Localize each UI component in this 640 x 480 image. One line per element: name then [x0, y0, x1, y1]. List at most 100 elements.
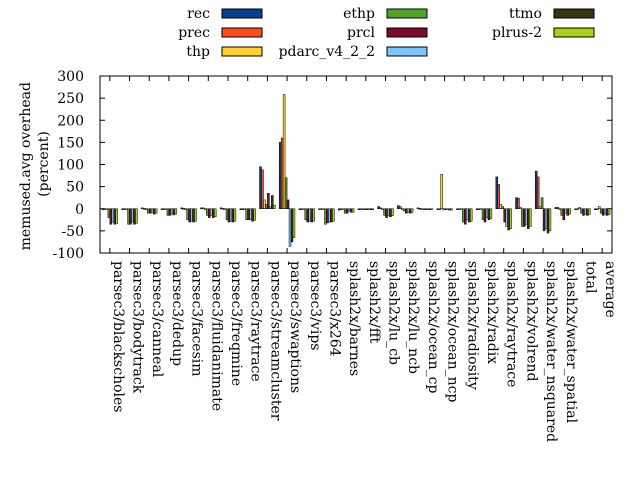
- bar: [460, 208, 463, 210]
- x-tick-label: parsec3/freqmine: [228, 261, 244, 386]
- bar: [243, 208, 246, 210]
- bar: [495, 176, 499, 209]
- legend-swatch: [221, 46, 263, 57]
- x-tick-label: splash2x/water_nsquared: [543, 261, 559, 442]
- bar: [340, 208, 343, 210]
- bar: [483, 208, 487, 223]
- y-tick-label: -100: [53, 246, 84, 262]
- bar: [469, 208, 473, 222]
- bar: [280, 137, 284, 209]
- bar: [278, 142, 282, 210]
- bar: [225, 208, 229, 221]
- bar: [109, 208, 113, 225]
- bar: [127, 208, 130, 225]
- bar: [582, 208, 585, 216]
- bar: [489, 208, 493, 219]
- bar: [442, 208, 445, 210]
- bar: [213, 208, 217, 217]
- bar: [566, 208, 569, 216]
- bar: [160, 208, 164, 210]
- bar: [503, 208, 506, 223]
- bar: [162, 208, 166, 210]
- bar: [499, 204, 502, 210]
- bar: [332, 208, 335, 222]
- bar: [558, 208, 562, 210]
- bar: [404, 208, 408, 214]
- bar: [479, 208, 483, 210]
- bar: [586, 208, 589, 216]
- bar: [190, 208, 193, 222]
- x-tick-label: parsec3/vips: [307, 261, 323, 350]
- bar: [172, 208, 176, 216]
- bar: [548, 208, 552, 232]
- bar: [568, 208, 571, 215]
- bar: [607, 208, 611, 215]
- bar: [379, 207, 382, 210]
- bar: [403, 208, 406, 212]
- bar: [210, 208, 213, 216]
- bar: [259, 166, 262, 210]
- bar: [580, 208, 583, 214]
- x-tick-label: splash2x/volrend: [523, 261, 539, 382]
- y-tick-label: 100: [57, 158, 84, 174]
- bar: [251, 208, 254, 222]
- bar: [562, 208, 565, 221]
- bar: [103, 208, 107, 210]
- bar: [534, 170, 538, 209]
- bar: [326, 208, 329, 224]
- legend-label: plrus-2: [492, 25, 542, 41]
- bar: [430, 208, 434, 210]
- bar: [231, 208, 235, 223]
- bar: [292, 208, 296, 238]
- bar: [444, 208, 447, 210]
- bar: [406, 208, 410, 213]
- bar: [399, 206, 402, 209]
- bar: [247, 208, 250, 221]
- bar: [475, 208, 479, 210]
- bar: [219, 207, 223, 210]
- bar: [487, 208, 491, 221]
- bar: [477, 208, 481, 210]
- bar: [284, 177, 288, 209]
- bar: [123, 208, 126, 210]
- bar: [164, 208, 168, 210]
- bar: [180, 207, 183, 210]
- bar: [129, 208, 132, 225]
- bar: [330, 208, 333, 223]
- bar: [312, 208, 315, 222]
- bar: [544, 208, 548, 229]
- bar: [359, 208, 363, 210]
- y-axis-label-line-1: memused.avg overhead: [18, 82, 34, 250]
- bar: [369, 208, 372, 210]
- legend-swatch: [386, 46, 428, 57]
- bar: [324, 208, 327, 225]
- x-tick-label: splash2x/ocean_cp: [425, 261, 441, 393]
- bar: [143, 208, 146, 210]
- bar: [121, 208, 124, 210]
- bar: [456, 208, 459, 210]
- bar: [560, 208, 564, 216]
- bars: [101, 94, 611, 247]
- bar: [345, 208, 349, 214]
- bar: [436, 208, 439, 210]
- bar: [148, 208, 152, 214]
- bar: [464, 208, 467, 225]
- bar: [525, 208, 528, 225]
- bar: [282, 94, 286, 209]
- bar: [521, 208, 524, 227]
- bar: [221, 208, 225, 210]
- legend-swatch: [553, 27, 595, 38]
- bar: [588, 208, 591, 215]
- bar: [166, 208, 170, 216]
- bar: [365, 208, 369, 210]
- x-tick-label: splash2x/barnes: [346, 261, 362, 376]
- bar: [290, 208, 294, 243]
- bar: [438, 208, 441, 210]
- x-tick-label: parsec3/swaptions: [287, 261, 303, 393]
- x-tick-label: total: [582, 261, 598, 294]
- bar: [584, 208, 587, 215]
- bar: [125, 208, 128, 210]
- x-tick-label: splash2x/ocean_ncp: [445, 261, 461, 402]
- legend-swatch: [221, 8, 263, 19]
